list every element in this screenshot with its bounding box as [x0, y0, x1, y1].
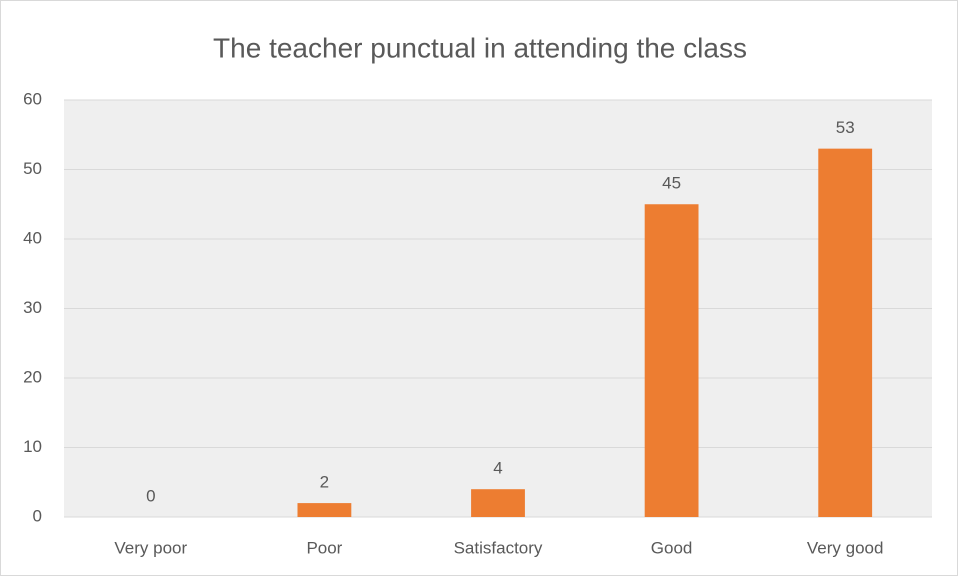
y-tick-label: 60	[23, 89, 42, 108]
chart-title: The teacher punctual in attending the cl…	[213, 32, 747, 63]
data-label: 0	[146, 486, 155, 505]
y-tick-label: 40	[23, 228, 42, 247]
x-tick-label: Very good	[807, 538, 884, 557]
bar	[471, 489, 525, 517]
x-tick-label: Poor	[306, 538, 342, 557]
y-tick-label: 10	[23, 437, 42, 456]
bar	[818, 148, 873, 517]
x-tick-label: Satisfactory	[454, 538, 543, 557]
data-label: 4	[493, 459, 502, 478]
y-tick-label: 0	[33, 506, 42, 525]
y-tick-label: 50	[23, 159, 42, 178]
y-tick-label: 30	[23, 298, 42, 317]
x-tick-label: Good	[651, 538, 693, 557]
data-label: 2	[320, 473, 329, 492]
x-tick-label: Very poor	[114, 538, 187, 557]
data-label: 45	[662, 174, 681, 193]
bar	[644, 204, 699, 517]
y-tick-label: 20	[23, 367, 42, 386]
bar	[297, 503, 352, 517]
data-label: 53	[836, 118, 855, 137]
